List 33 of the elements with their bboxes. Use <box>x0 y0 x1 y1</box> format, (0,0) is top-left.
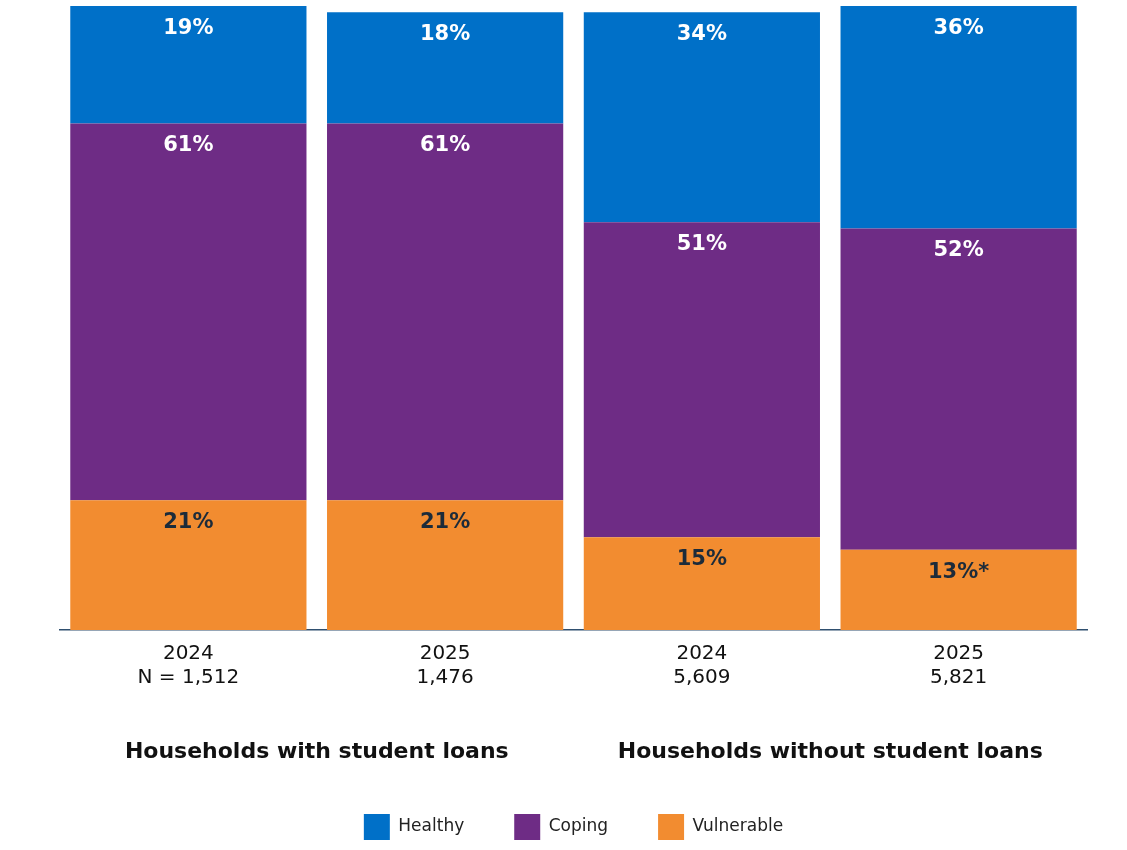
text: Households with student loans <box>124 737 509 763</box>
data-label: 51% <box>676 231 728 256</box>
bar <box>327 123 564 501</box>
bar <box>840 228 1077 550</box>
bar <box>583 12 820 223</box>
data-label: 36% <box>933 14 984 39</box>
legend-label: Vulnerable <box>692 815 784 836</box>
bar <box>840 6 1077 229</box>
data-label: 15% <box>676 546 728 571</box>
data-label: 34% <box>676 21 728 46</box>
data-label: 18% <box>419 21 471 46</box>
x-tick-label: 2024 5,609 <box>673 640 731 689</box>
bar <box>327 500 564 630</box>
data-label: 61% <box>419 132 471 157</box>
bar <box>327 12 564 124</box>
data-label: 21% <box>419 509 471 534</box>
data-label: 21% <box>163 509 214 534</box>
x-tick-label: 2025 1,476 <box>416 640 474 689</box>
data-label: 52% <box>933 237 984 262</box>
bar <box>583 537 820 630</box>
x-tick-label: 2025 5,821 <box>929 640 988 689</box>
legend-label: Coping <box>548 815 609 836</box>
data-label: 19% <box>163 14 214 39</box>
bar <box>70 123 307 501</box>
legend-label: Healthy <box>398 815 465 836</box>
data-label: 13%* <box>928 558 990 583</box>
text: Households without student loans <box>617 737 1043 763</box>
data-label: 61% <box>163 132 214 157</box>
x-tick-label: 2024 N = 1,512 <box>137 640 240 689</box>
bar <box>583 222 820 538</box>
bar <box>840 549 1077 630</box>
bar <box>70 500 307 630</box>
bar <box>70 6 307 124</box>
